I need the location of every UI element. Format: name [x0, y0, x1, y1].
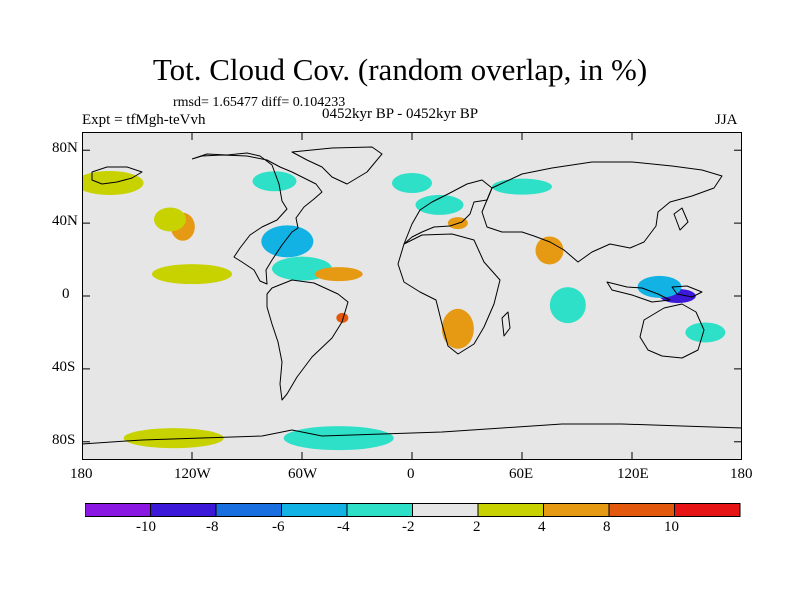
anomaly-patch — [283, 426, 394, 451]
map-title: Tot. Cloud Cov. (random overlap, in %) — [152, 52, 648, 87]
experiment-label: Expt = tfMgh-teVvh — [82, 112, 206, 128]
y-tick-label-80n: 80N — [52, 140, 78, 156]
coast-japan — [673, 207, 689, 231]
x-tick-label-120e: 120E — [617, 466, 649, 482]
coast-north-america — [191, 152, 323, 285]
x-tick-label-120w: 120W — [174, 466, 211, 482]
map-tick-marks — [82, 132, 742, 460]
colorbar — [85, 503, 741, 517]
anomaly-patch — [415, 194, 464, 215]
colorbar-box — [346, 503, 413, 517]
stats-line: rmsd= 1.65477 diff= 0.104233 — [173, 95, 346, 110]
colorbar-label-2: 2 — [473, 519, 481, 535]
colorbar-box — [412, 503, 479, 517]
anomaly-patch — [336, 312, 349, 323]
colorbar-label-m4: -4 — [337, 519, 350, 535]
map-frame — [82, 132, 742, 460]
coastlines — [82, 146, 742, 445]
colorbar-box — [85, 503, 151, 517]
anomaly-patch — [152, 264, 232, 285]
coast-new-guinea — [671, 285, 703, 298]
y-tick-label-0: 0 — [62, 286, 70, 302]
x-tick-label-60w: 60W — [288, 466, 318, 482]
coast-greenland — [291, 146, 383, 185]
x-tick-label-180e: 180 — [730, 466, 753, 482]
coast-antarctica — [82, 423, 742, 445]
anomaly-patches — [82, 171, 726, 451]
cloud-anomaly-map — [82, 132, 742, 460]
coast-australia — [639, 303, 705, 359]
coast-south-america — [266, 279, 349, 401]
colorbar-label-m2: -2 — [402, 519, 415, 535]
colorbar-box — [543, 503, 610, 517]
y-tick-label-40n: 40N — [52, 213, 78, 229]
colorbar-box — [215, 503, 282, 517]
colorbar-boxes — [85, 503, 741, 517]
colorbar-label-8: 8 — [603, 519, 611, 535]
anomaly-patch — [492, 178, 552, 195]
x-tick-label-0: 0 — [407, 466, 415, 482]
colorbar-box — [674, 503, 741, 517]
coast-alaska — [91, 166, 143, 185]
anomaly-patch — [441, 308, 474, 349]
anomaly-patch — [392, 173, 432, 194]
period-label: 0452kyr BP - 0452kyr BP — [322, 106, 479, 122]
anomaly-patch — [637, 275, 682, 298]
season-label: JJA — [715, 112, 738, 128]
x-tick-label-60e: 60E — [509, 466, 534, 482]
y-tick-label-40s: 40S — [52, 359, 76, 375]
anomaly-patch — [252, 171, 297, 192]
anomaly-patch — [549, 287, 586, 324]
x-tick-label-180w: 180 — [70, 466, 93, 482]
coast-madagascar — [501, 311, 511, 337]
anomaly-patch — [685, 322, 726, 343]
y-tick-label-80s: 80S — [52, 432, 76, 448]
colorbar-label-m6: -6 — [272, 519, 285, 535]
colorbar-label-m8: -8 — [206, 519, 219, 535]
colorbar-box — [150, 503, 217, 517]
coast-africa — [397, 233, 501, 355]
colorbar-box — [281, 503, 348, 517]
colorbar-label-m10: -10 — [136, 519, 156, 535]
anomaly-patch — [123, 428, 224, 449]
anomaly-patch — [535, 236, 564, 265]
colorbar-box — [477, 503, 544, 517]
colorbar-label-4: 4 — [538, 519, 546, 535]
anomaly-patch — [261, 225, 314, 258]
coast-asia — [481, 161, 723, 263]
coast-indonesia — [606, 281, 671, 303]
colorbar-box — [608, 503, 675, 517]
colorbar-label-10: 10 — [664, 519, 679, 535]
anomaly-patch — [314, 267, 363, 282]
anomaly-patch — [154, 207, 186, 232]
